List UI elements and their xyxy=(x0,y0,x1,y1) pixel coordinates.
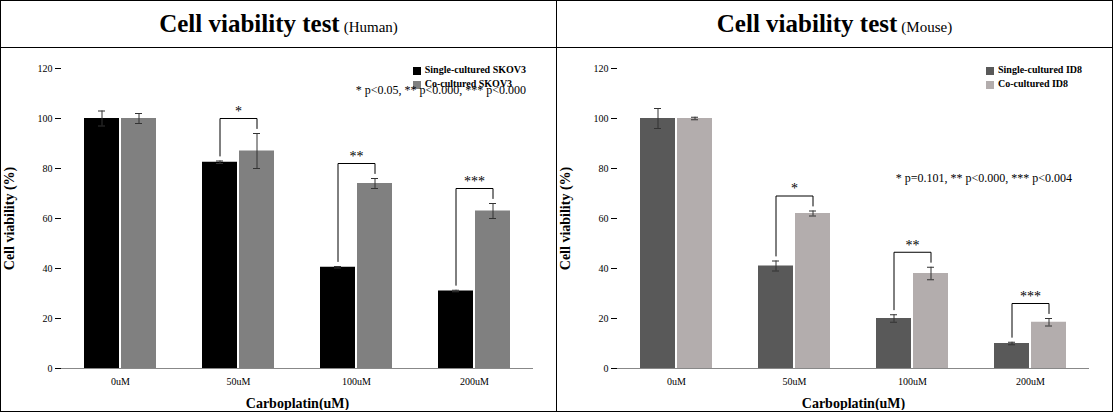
svg-text:***: *** xyxy=(1020,289,1041,304)
svg-text:50uM: 50uM xyxy=(227,376,251,387)
svg-text:100uM: 100uM xyxy=(898,376,927,387)
html-text:* p<0.05, ** p<0.000, *** p<0.: * p<0.05, ** p<0.000, *** p<0.000 xyxy=(355,83,526,97)
html-text:Single-cultured ID8: Single-cultured ID8 xyxy=(998,64,1082,75)
svg-text:100: 100 xyxy=(38,113,53,124)
svg-text:20: 20 xyxy=(599,313,609,324)
svg-text:40: 40 xyxy=(599,263,609,274)
svg-text:80: 80 xyxy=(43,163,53,174)
svg-text:0: 0 xyxy=(48,363,53,374)
svg-text:Cell viability (%): Cell viability (%) xyxy=(2,166,18,270)
svg-text:**: ** xyxy=(906,238,920,253)
svg-text:200uM: 200uM xyxy=(1016,376,1045,387)
svg-text:0: 0 xyxy=(604,363,609,374)
svg-text:120: 120 xyxy=(594,63,609,74)
svg-text:Carboplatin(uM): Carboplatin(uM) xyxy=(246,396,350,411)
svg-text:20: 20 xyxy=(43,313,53,324)
html-text:Single-cultured SKOV3: Single-cultured SKOV3 xyxy=(424,64,526,75)
svg-text:40: 40 xyxy=(43,263,53,274)
svg-text:120: 120 xyxy=(38,63,53,74)
svg-text:*: * xyxy=(791,181,798,196)
html-text:* p=0.101, ** p<0.000, *** p<0: * p=0.101, ** p<0.000, *** p<0.004 xyxy=(895,171,1072,185)
svg-text:100: 100 xyxy=(594,113,609,124)
html-text:Co-cultured SKOV3: Co-cultured SKOV3 xyxy=(424,78,513,89)
html-text:Cell viability test(Mouse): Cell viability test(Mouse) xyxy=(716,10,953,37)
html-text:Co-cultured ID8: Co-cultured ID8 xyxy=(998,78,1069,89)
svg-text:*: * xyxy=(235,104,242,119)
svg-text:200uM: 200uM xyxy=(460,376,489,387)
svg-text:***: *** xyxy=(464,174,485,189)
html-text:Cell viability test(Human): Cell viability test(Human) xyxy=(159,10,398,37)
svg-text:0uM: 0uM xyxy=(667,376,686,387)
svg-text:0uM: 0uM xyxy=(111,376,130,387)
svg-text:80: 80 xyxy=(599,163,609,174)
svg-text:Carboplatin(uM): Carboplatin(uM) xyxy=(802,396,906,411)
svg-text:60: 60 xyxy=(599,213,609,224)
svg-text:Cell viability (%): Cell viability (%) xyxy=(558,166,574,270)
svg-text:100uM: 100uM xyxy=(342,376,371,387)
svg-text:50uM: 50uM xyxy=(783,376,807,387)
svg-text:**: ** xyxy=(350,149,364,164)
svg-text:60: 60 xyxy=(43,213,53,224)
